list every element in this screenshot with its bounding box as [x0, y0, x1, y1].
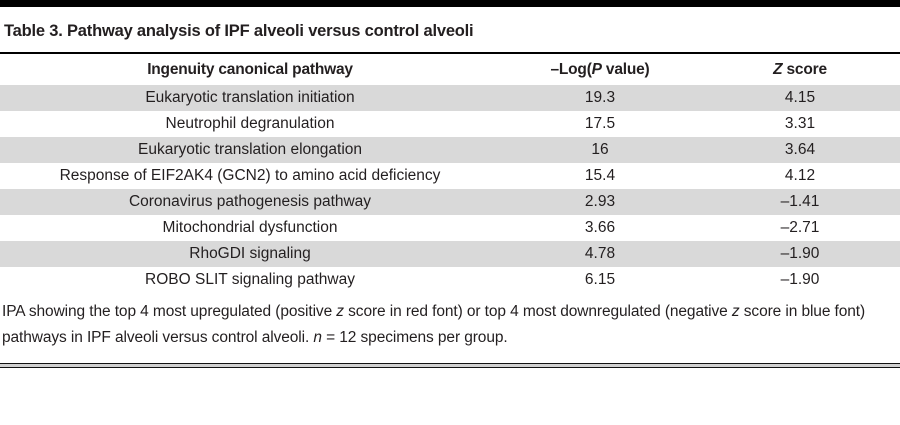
italic-text-run: Z — [773, 60, 783, 78]
logp-cell: 2.93 — [500, 189, 700, 215]
zscore-cell: 4.12 — [784, 167, 816, 184]
table-row: Eukaryotic translation elongation 16 3.64 — [0, 137, 900, 163]
pathway-cell: Response of EIF2AK4 (GCN2) to amino acid… — [59, 167, 441, 184]
text-run: Ingenuity canonical pathway — [147, 60, 353, 78]
italic-text-run: z — [731, 303, 740, 320]
zscore-cell: –1.41 — [700, 189, 900, 215]
col-header-zscore: Z score — [700, 54, 900, 85]
table-row: RhoGDI signaling 4.78 –1.90 — [0, 241, 900, 267]
table-title: Table 3. Pathway analysis of IPF alveoli… — [0, 7, 900, 54]
italic-text-run: n — [313, 329, 322, 346]
table-row: ROBO SLIT signaling pathway 6.15 –1.90 — [0, 267, 900, 293]
text-run: score — [782, 60, 828, 78]
pathway-cell: Eukaryotic translation elongation — [0, 137, 500, 163]
logp-cell: 6.15 — [584, 271, 616, 288]
zscore-cell: 3.31 — [784, 115, 816, 132]
logp-cell: 15.4 — [584, 167, 616, 184]
table-header-row: Ingenuity canonical pathway –Log(P value… — [0, 54, 900, 85]
pathway-cell: Eukaryotic translation initiation — [0, 85, 500, 111]
col-header-pathway: Ingenuity canonical pathway — [0, 54, 500, 85]
zscore-cell: –1.90 — [700, 241, 900, 267]
pathway-cell: ROBO SLIT signaling pathway — [145, 271, 355, 288]
table-row: Response of EIF2AK4 (GCN2) to amino acid… — [0, 163, 900, 189]
zscore-cell: –2.71 — [780, 219, 820, 236]
text-run: score in blue font) pathways in IPF alve… — [2, 303, 866, 346]
table-row: Eukaryotic translation initiation 19.3 4.1… — [0, 85, 900, 111]
bottom-double-rule — [0, 363, 900, 368]
pathway-cell: RhoGDI signaling — [0, 241, 500, 267]
text-run: value) — [601, 60, 650, 78]
zscore-cell: 4.15 — [700, 85, 900, 111]
logp-cell: 4.78 — [500, 241, 700, 267]
text-run: score in red font) or top 4 most downreg… — [343, 303, 732, 320]
logp-cell: 17.5 — [584, 115, 616, 132]
logp-cell: 16 — [500, 137, 700, 163]
text-run: = 12 specimens per group. — [321, 329, 508, 346]
text-run: –Log( — [550, 60, 592, 78]
logp-cell: 3.66 — [584, 219, 616, 236]
pathway-table: Ingenuity canonical pathway –Log(P value… — [0, 54, 900, 293]
zscore-cell: –1.90 — [780, 271, 820, 288]
zscore-cell: 3.64 — [700, 137, 900, 163]
table-row: Mitochondrial dysfunction 3.66 –2.71 — [0, 215, 900, 241]
table-caption: IPA showing the top 4 most upregulated (… — [0, 293, 900, 351]
italic-text-run: z — [336, 303, 344, 320]
col-header-logp: –Log(P value) — [500, 54, 700, 85]
pathway-cell: Neutrophil degranulation — [165, 115, 335, 132]
pathway-cell: Coronavirus pathogenesis pathway — [0, 189, 500, 215]
table-body: Eukaryotic translation initiation 19.3 4.1… — [0, 85, 900, 293]
italic-text-run: P — [591, 60, 602, 78]
logp-cell: 19.3 — [500, 85, 700, 111]
top-black-bar — [0, 0, 900, 7]
table-row: Neutrophil degranulation 17.5 3.31 — [0, 111, 900, 137]
pathway-cell: Mitochondrial dysfunction — [162, 219, 338, 236]
table-row: Coronavirus pathogenesis pathway 2.93 –1.4… — [0, 189, 900, 215]
text-run: IPA showing the top 4 most upregulated (… — [2, 303, 337, 320]
